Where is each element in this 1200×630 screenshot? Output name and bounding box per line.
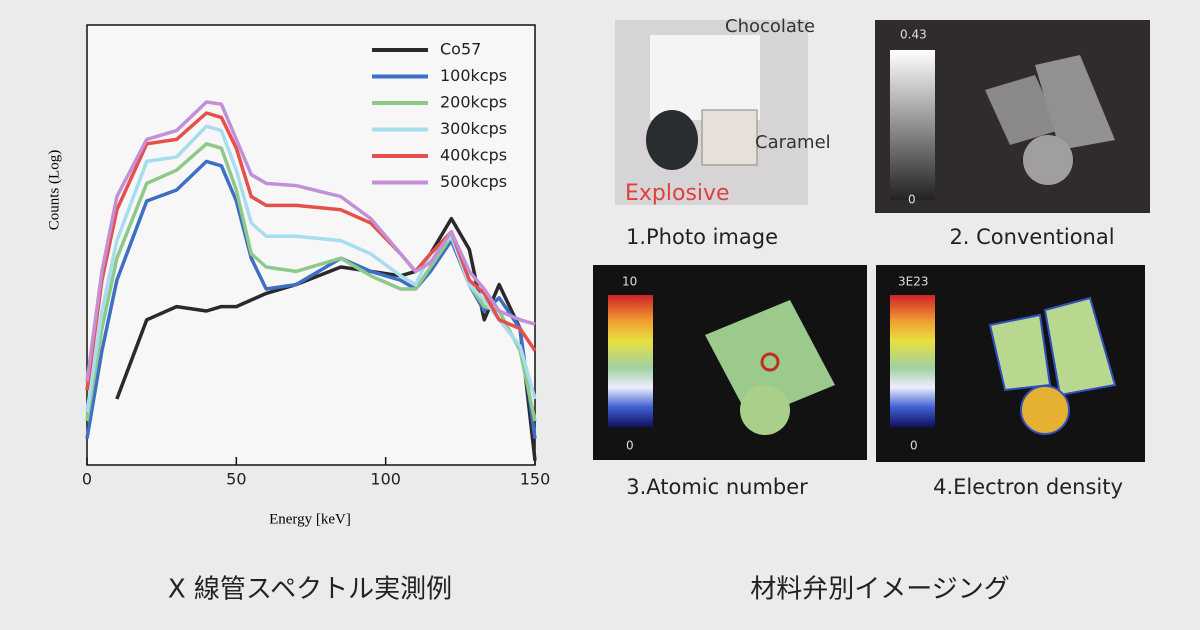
legend-label: 500kcps [440, 172, 507, 191]
legend-label: 200kcps [440, 93, 507, 112]
scale-min: 0 [908, 193, 916, 207]
electron-density-image: 3E23 0 [876, 265, 1145, 462]
scale-min: 0 [910, 439, 918, 453]
series-line [85, 142, 537, 422]
scale-max: 3E23 [898, 275, 929, 289]
series-line [85, 111, 537, 391]
plot-frame [86, 24, 536, 466]
legend-label: 100kcps [440, 66, 507, 85]
series-line [85, 100, 536, 382]
x-tick-label: 100 [370, 470, 401, 489]
series-line [85, 124, 537, 413]
image-label: 3.Atomic number [626, 475, 808, 499]
image-label: 2. Conventional [949, 225, 1114, 249]
x-tick-label: 0 [82, 470, 92, 489]
annotation: Explosive [625, 181, 730, 206]
x-axis-label: Energy [keV] [269, 511, 351, 527]
annotation: Chocolate [725, 16, 815, 37]
caption: X 線管スペクトル実測例 [168, 575, 452, 605]
scale-max: 10 [622, 275, 637, 289]
scale-min: 0 [626, 439, 634, 453]
legend-label: Co57 [440, 40, 481, 59]
photo-image: Chocolate Caramel Explosive [615, 16, 831, 206]
image-label: 1.Photo image [626, 225, 778, 249]
atomic-number-image: 10 0 [593, 265, 867, 460]
caption: 材料弁別イメージング [750, 575, 1009, 605]
legend-label: 400kcps [440, 146, 507, 165]
x-tick-label: 50 [226, 470, 246, 489]
x-tick-label: 150 [520, 470, 551, 489]
annotation: Caramel [755, 132, 831, 153]
image-label: 4.Electron density [933, 475, 1123, 499]
scale-max: 0.43 [900, 28, 927, 42]
y-axis-label: Counts (Log) [46, 150, 62, 230]
legend-label: 300kcps [440, 119, 507, 138]
conventional-image: 0.43 0 [875, 20, 1150, 213]
